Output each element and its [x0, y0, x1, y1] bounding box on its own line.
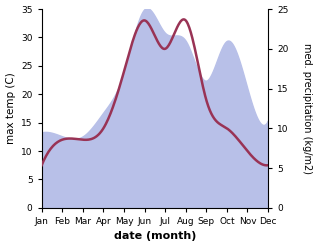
X-axis label: date (month): date (month) [114, 231, 196, 242]
Y-axis label: med. precipitation (kg/m2): med. precipitation (kg/m2) [302, 43, 313, 174]
Y-axis label: max temp (C): max temp (C) [5, 73, 16, 144]
